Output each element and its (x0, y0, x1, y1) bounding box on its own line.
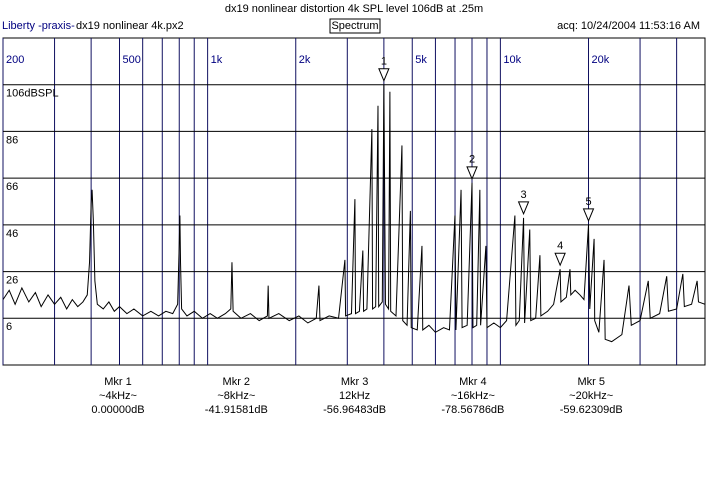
y-tick-label: 86 (6, 134, 18, 146)
readout-level: -78.56786dB (441, 404, 504, 416)
marker-label: 4 (557, 240, 563, 252)
readout-freq: ~20kHz~ (569, 390, 613, 402)
readout-name: Mkr 5 (577, 376, 605, 388)
file-name: dx19 nonlinear 4k.px2 (76, 20, 184, 32)
readout-level: -56.96483dB (323, 404, 386, 416)
spectrum-line (3, 84, 705, 343)
readout-level: -41.91581dB (205, 404, 268, 416)
mode-label: Spectrum (331, 20, 378, 32)
marker-label: 3 (520, 189, 526, 201)
chart-title: dx19 nonlinear distortion 4k SPL level 1… (225, 3, 483, 15)
marker-label: 2 (469, 154, 475, 166)
marker-triangle (554, 252, 566, 267)
readout-freq: 12kHz (339, 390, 370, 402)
x-tick-label: 5k (415, 54, 427, 66)
readout-freq: ~8kHz~ (217, 390, 255, 402)
readout-freq: ~16kHz~ (451, 390, 495, 402)
readout-name: Mkr 4 (459, 376, 487, 388)
x-tick-label: 20k (592, 54, 610, 66)
marker-label: 5 (585, 196, 591, 208)
y-tick-label: 6 (6, 321, 12, 333)
readout-freq: ~4kHz~ (99, 390, 137, 402)
readout-level: 0.00000dB (91, 404, 144, 416)
marker-triangle (378, 68, 390, 83)
mode-box (329, 18, 381, 34)
y-tick-label: 66 (6, 181, 18, 193)
marker-label: 1 (381, 56, 387, 68)
readout-name: Mkr 3 (341, 376, 369, 388)
readout-level: -59.62309dB (560, 404, 623, 416)
marker-triangle (466, 166, 478, 181)
x-tick-label: 2k (299, 54, 311, 66)
x-tick-label: 500 (122, 54, 140, 66)
y-tick-label: 26 (6, 274, 18, 286)
x-tick-label: 200 (6, 54, 24, 66)
marker-triangle (582, 208, 595, 223)
y-tick-label: 106dBSPL (6, 88, 59, 100)
readout-name: Mkr 2 (223, 376, 251, 388)
acq-time: acq: 10/24/2004 11:53:16 AM (557, 20, 700, 32)
x-tick-label: 1k (211, 54, 223, 66)
app-name: Liberty -praxis- (2, 20, 75, 32)
x-tick-label: 10k (503, 54, 521, 66)
readout-name: Mkr 1 (104, 376, 132, 388)
marker-triangle (517, 201, 530, 216)
y-tick-label: 46 (6, 228, 18, 240)
